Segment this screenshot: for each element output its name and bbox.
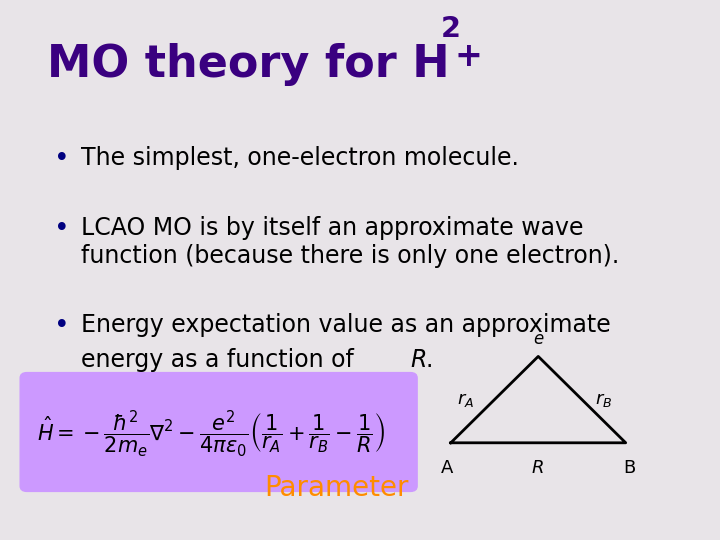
Text: +: +	[454, 40, 482, 73]
Text: $\hat{H} = -\dfrac{\hbar^2}{2m_e}\nabla^2 - \dfrac{e^2}{4\pi\varepsilon_0}\left(: $\hat{H} = -\dfrac{\hbar^2}{2m_e}\nabla^…	[37, 409, 385, 461]
Text: Energy expectation value as an approximate: Energy expectation value as an approxima…	[81, 313, 611, 337]
Text: A: A	[441, 459, 454, 477]
Text: •: •	[54, 146, 69, 172]
Text: $r_A$: $r_A$	[457, 390, 474, 409]
Text: R: R	[532, 459, 544, 477]
FancyBboxPatch shape	[20, 373, 417, 491]
Text: e: e	[533, 330, 544, 348]
Text: $r_B$: $r_B$	[595, 390, 613, 409]
Text: R: R	[410, 348, 427, 372]
Text: Parameter: Parameter	[264, 474, 409, 502]
Text: 2: 2	[441, 15, 461, 43]
Text: energy as a function of: energy as a function of	[81, 348, 361, 372]
Text: .: .	[426, 348, 433, 372]
Text: MO theory for H: MO theory for H	[47, 43, 450, 86]
Text: LCAO MO is by itself an approximate wave
function (because there is only one ele: LCAO MO is by itself an approximate wave…	[81, 216, 619, 268]
Text: •: •	[54, 216, 69, 242]
Text: •: •	[54, 313, 69, 339]
Text: The simplest, one-electron molecule.: The simplest, one-electron molecule.	[81, 146, 518, 170]
Text: B: B	[623, 459, 635, 477]
